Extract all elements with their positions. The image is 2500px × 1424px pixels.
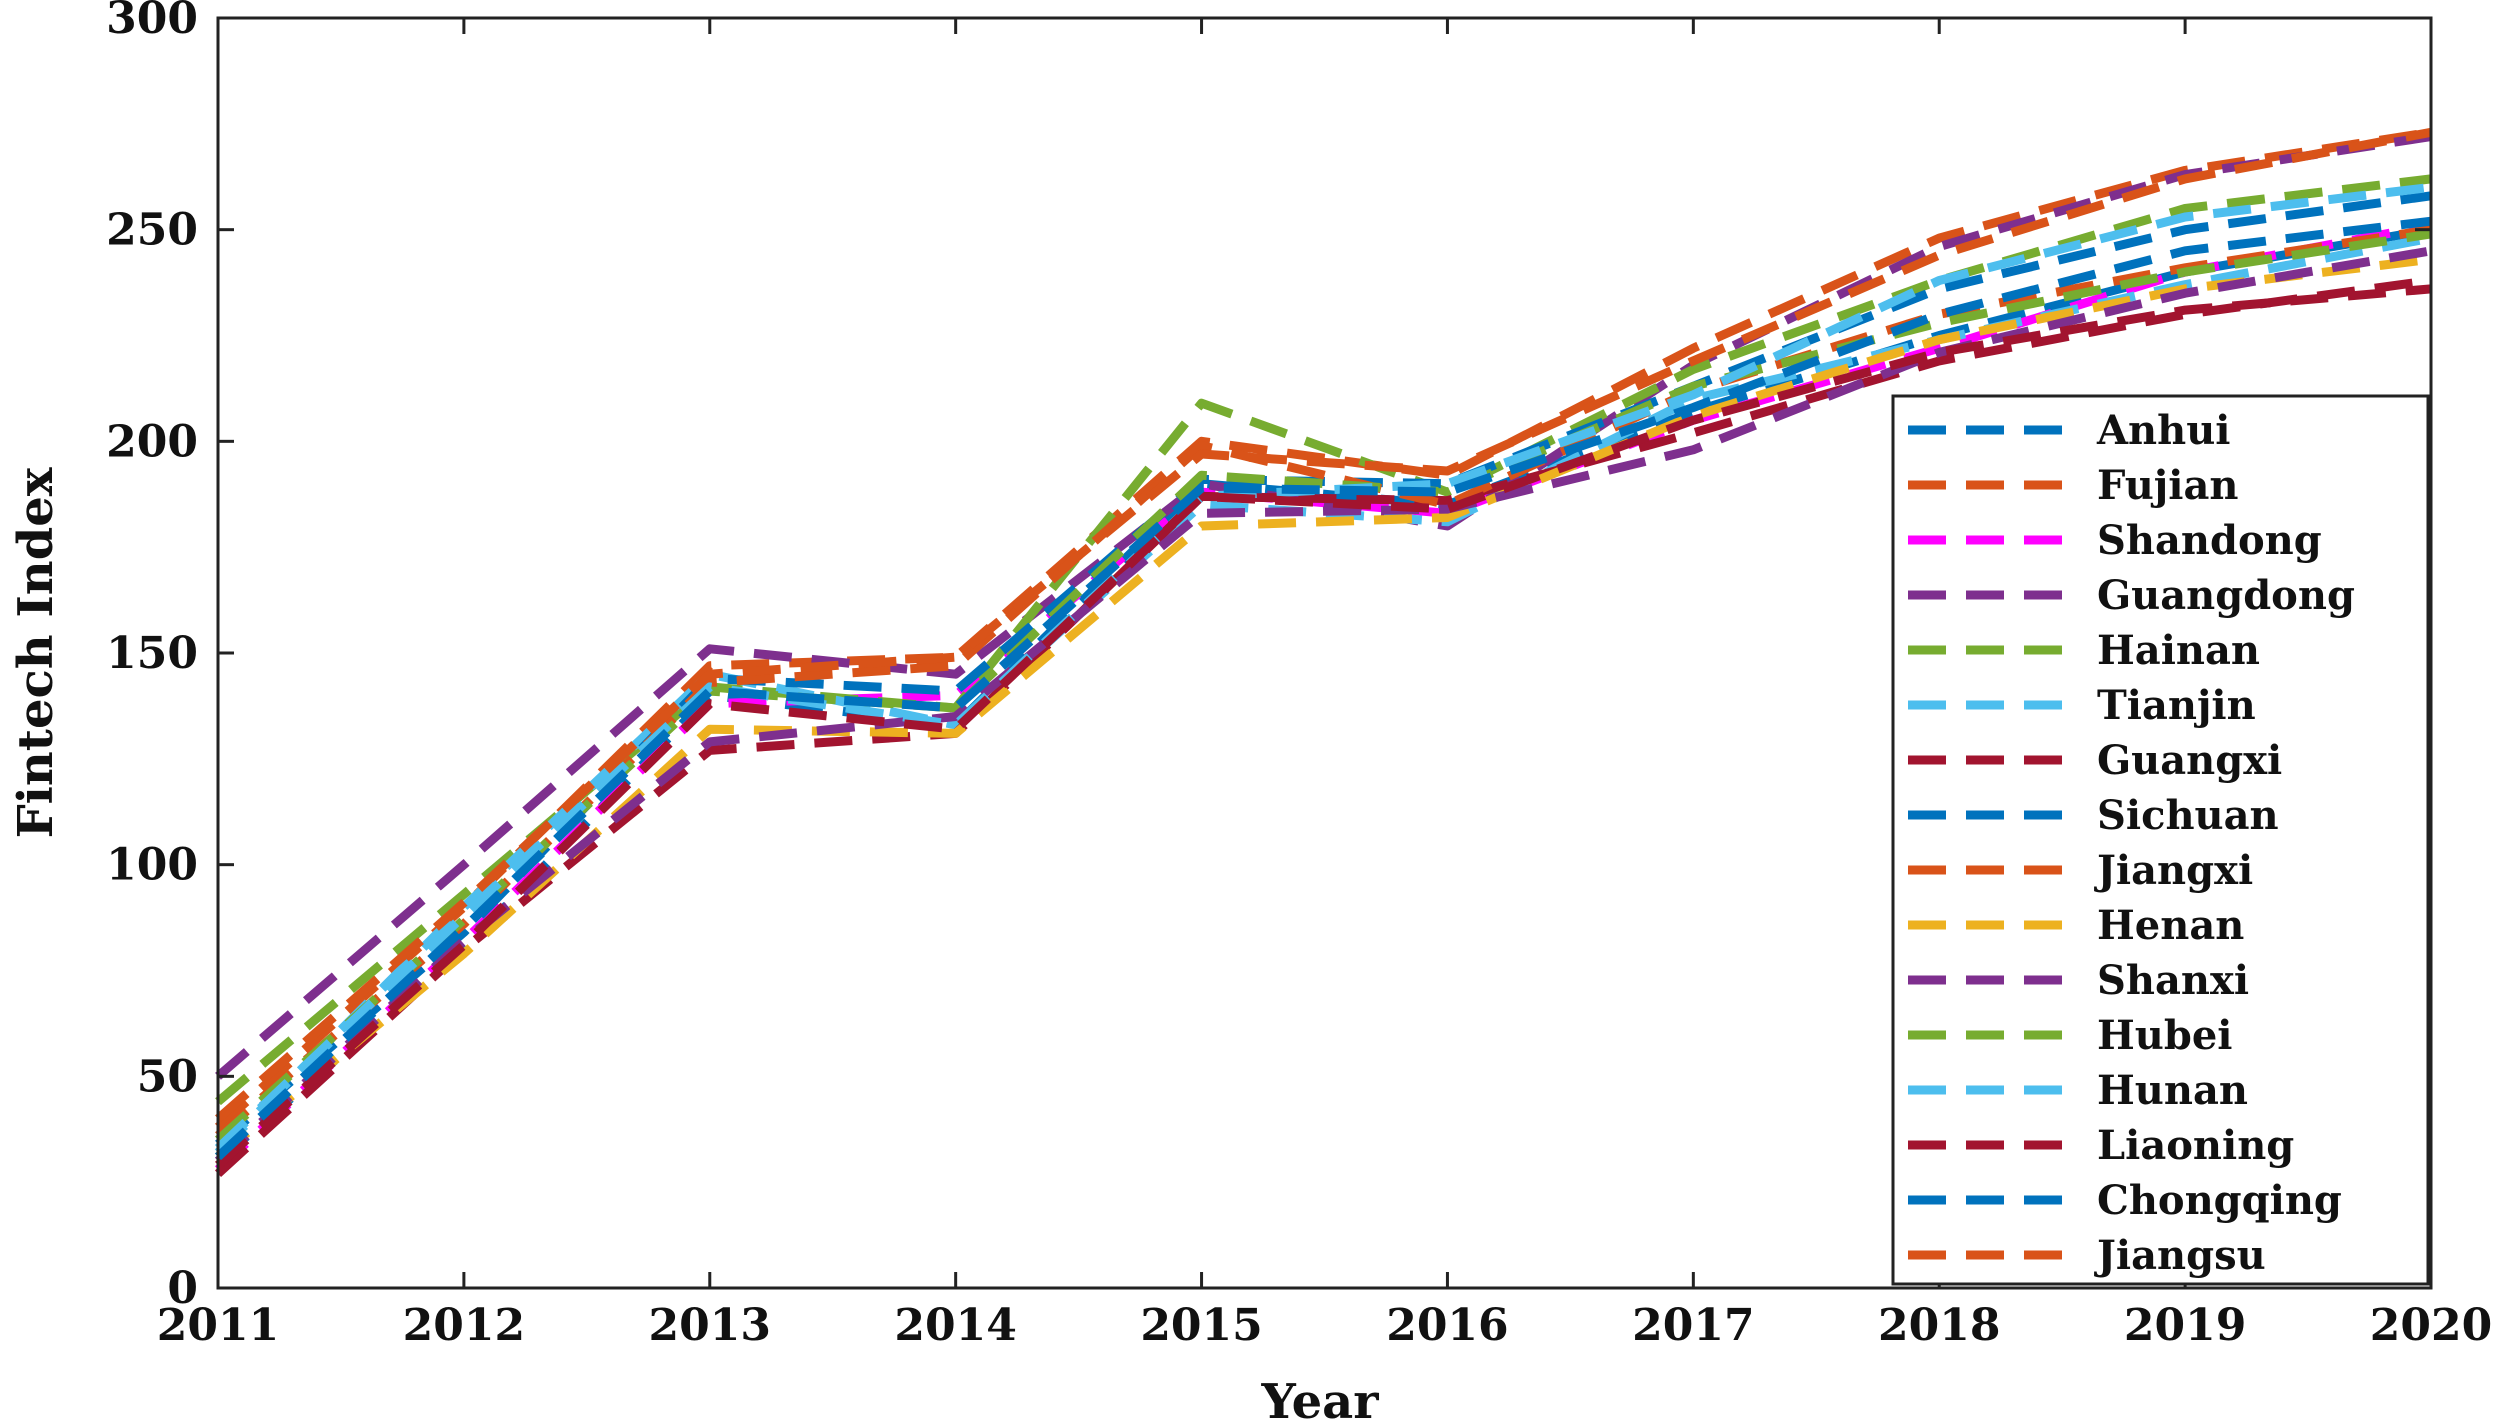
y-tick-label: 200 <box>106 416 198 467</box>
series-line-guangxi <box>214 276 2432 1178</box>
legend-item-jiangxi: Jiangxi <box>1908 847 2253 894</box>
legend-label: Fujian <box>2097 462 2238 509</box>
legend-label: Hubei <box>2097 1012 2233 1059</box>
legend-item-jiangsu: Jiangsu <box>1908 1232 2266 1279</box>
legend-label: Hunan <box>2097 1067 2248 1114</box>
legend-item-sichuan: Sichuan <box>1908 792 2279 839</box>
series-line-liaoning <box>214 284 2432 1169</box>
series-line-jiangsu <box>215 127 2432 1123</box>
x-tick-label: 2020 <box>2370 1300 2492 1351</box>
legend-label: Guangdong <box>2097 572 2355 619</box>
legend-label: Guangxi <box>2097 737 2282 784</box>
legend-item-hainan: Hainan <box>1908 627 2260 674</box>
legend-items: Anhui Fujian Shandong Guangdong Hainan Tianji… <box>1908 407 2355 1279</box>
series-line-hunan <box>214 182 2432 1152</box>
series-line-chongqing <box>214 216 2432 1161</box>
legend-label: Jiangxi <box>2094 847 2253 894</box>
y-axis-title: Fintech Index <box>8 467 64 838</box>
axis-ticks: 2011 2012 2013 2014 2015 2016 2017 2018 2019 2020… <box>106 0 2492 1351</box>
legend: Anhui Fujian Shandong Guangdong Hainan Tianji… <box>1891 394 2430 1286</box>
series-line-hubei <box>214 229 2432 1144</box>
legend-item-henan: Henan <box>1908 902 2244 949</box>
legend-label: Henan <box>2097 902 2244 949</box>
legend-item-tianjin: Tianjin <box>1908 682 2256 729</box>
x-tick-label: 2013 <box>649 1300 771 1351</box>
legend-item-chongqing: Chongqing <box>1908 1177 2342 1224</box>
x-axis-title: Year <box>1260 1374 1379 1424</box>
legend-item-hubei: Hubei <box>1908 1012 2233 1059</box>
series-layer <box>214 127 2432 1178</box>
legend-label: Sichuan <box>2097 792 2279 839</box>
x-tick-label: 2017 <box>1632 1300 1754 1351</box>
legend-label: Jiangsu <box>2094 1232 2266 1279</box>
y-tick-label: 50 <box>137 1051 198 1102</box>
legend-item-liaoning: Liaoning <box>1908 1122 2294 1169</box>
x-tick-label: 2018 <box>1878 1300 2000 1351</box>
x-tick-label: 2014 <box>894 1300 1016 1351</box>
y-tick-label: 0 <box>167 1263 198 1314</box>
series-line-guangdong <box>215 132 2432 1080</box>
x-tick-label: 2011 <box>157 1300 279 1351</box>
legend-label: Tianjin <box>2097 682 2256 729</box>
legend-label: Anhui <box>2096 407 2230 454</box>
x-tick-label: 2015 <box>1140 1300 1262 1351</box>
legend-label: Chongqing <box>2097 1177 2342 1224</box>
legend-item-fujian: Fujian <box>1908 462 2238 509</box>
series-line-shanxi <box>214 246 2432 1165</box>
legend-item-guangxi: Guangxi <box>1908 737 2282 784</box>
legend-label: Shanxi <box>2097 957 2249 1004</box>
x-tick-label: 2019 <box>2124 1300 2246 1351</box>
y-tick-label: 250 <box>106 205 198 256</box>
y-tick-label: 150 <box>106 628 198 679</box>
y-tick-label: 300 <box>106 0 198 44</box>
x-tick-label: 2012 <box>403 1300 525 1351</box>
x-tick-label: 2016 <box>1386 1300 1508 1351</box>
legend-item-hunan: Hunan <box>1908 1067 2248 1114</box>
y-tick-label: 100 <box>106 840 198 891</box>
legend-label: Liaoning <box>2097 1122 2294 1169</box>
legend-item-anhui: Anhui <box>1908 407 2230 454</box>
legend-item-guangdong: Guangdong <box>1908 572 2355 619</box>
legend-item-shandong: Shandong <box>1908 517 2322 564</box>
legend-label: Shandong <box>2097 517 2322 564</box>
legend-item-shanxi: Shanxi <box>1908 957 2249 1004</box>
legend-label: Hainan <box>2097 627 2260 674</box>
